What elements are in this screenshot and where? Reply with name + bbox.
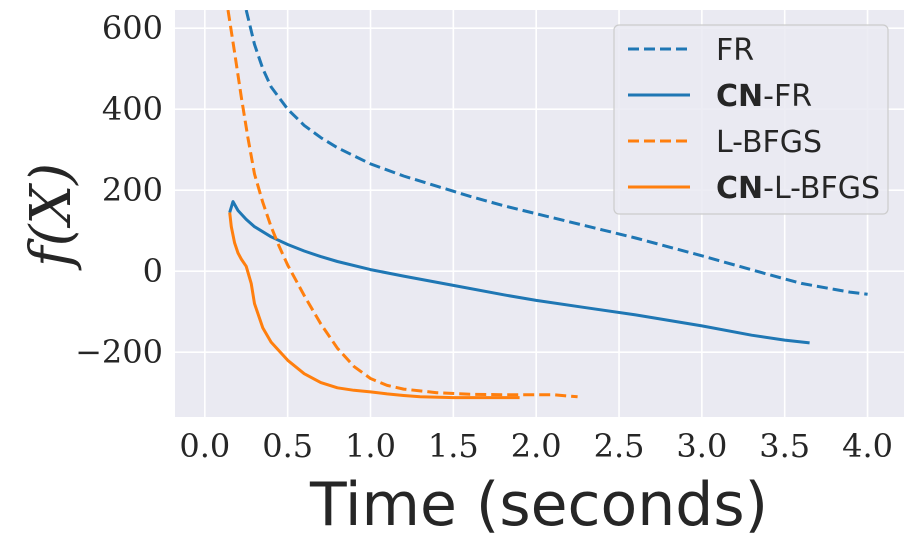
legend-label: L-BFGS	[716, 125, 822, 160]
legend-label-text: L-BFGS	[716, 125, 822, 160]
y-tick-label: −200	[75, 333, 163, 371]
x-tick-label: 2.5	[594, 427, 645, 465]
y-tick-label: 400	[102, 90, 163, 128]
y-tick-label: 0	[143, 252, 163, 290]
series-line-cn-l-bfgs	[228, 212, 520, 400]
x-tick-labels: 0.0 0.5 1.0 1.5 2.0 2.5 3.0 3.5 4.0	[179, 427, 893, 465]
legend-label: CN-L-BFGS	[716, 171, 880, 206]
series-layer	[226, 10, 868, 400]
legend-label: FR	[716, 33, 754, 68]
x-tick-label: 2.0	[511, 427, 562, 465]
x-tick-label: 3.5	[759, 427, 810, 465]
x-tick-label: 4.0	[842, 427, 893, 465]
x-tick-label: 3.0	[676, 427, 727, 465]
series-line-l-bfgs	[226, 10, 578, 399]
legend-label: CN-FR	[716, 79, 812, 114]
y-tick-label: 600	[102, 9, 163, 47]
legend-label-text: -FR	[763, 79, 812, 114]
x-tick-label: 0.0	[179, 427, 230, 465]
x-tick-label: 1.0	[345, 427, 396, 465]
x-axis-label: Time (seconds)	[309, 470, 768, 540]
legend-label-text: -L-BFGS	[763, 171, 880, 206]
y-tick-label: 200	[102, 171, 163, 209]
legend-label-text: FR	[716, 33, 754, 68]
series-line-cn-fr	[228, 200, 810, 345]
x-tick-label: 0.5	[262, 427, 313, 465]
x-tick-label: 1.5	[428, 427, 479, 465]
legend-label-bold: CN	[716, 79, 763, 114]
legend-box	[613, 24, 889, 215]
y-tick-labels: −200 0 200 400 600	[75, 9, 163, 371]
series-line-fr	[244, 10, 868, 296]
legend-label-bold: CN	[716, 171, 763, 206]
y-axis-label: f(X)	[19, 163, 84, 271]
